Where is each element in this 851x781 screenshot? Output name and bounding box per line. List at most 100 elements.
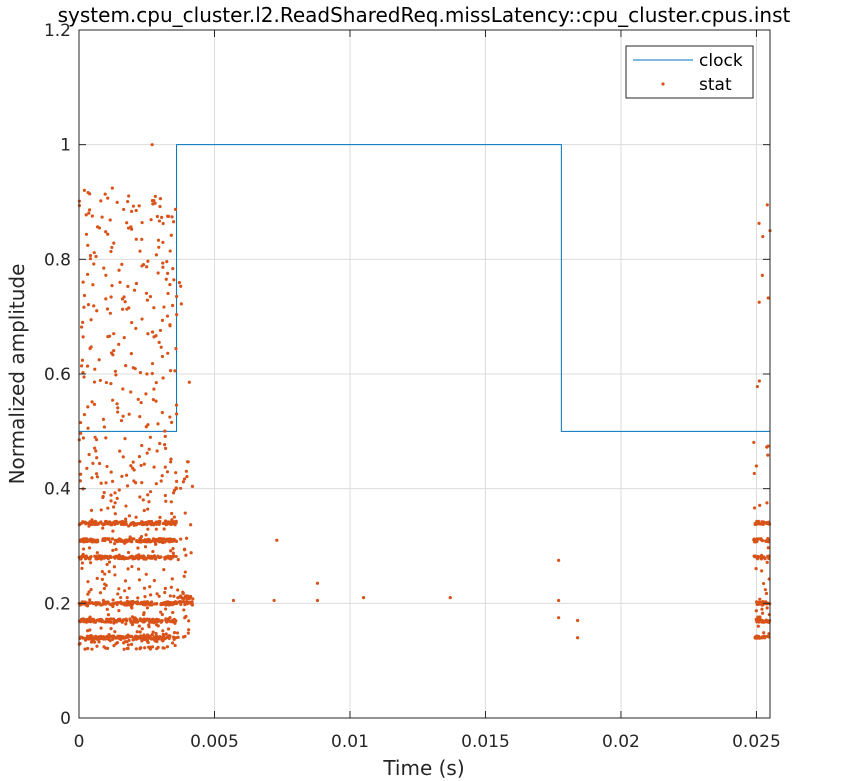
stat-point: [163, 586, 167, 590]
stat-point: [147, 500, 151, 504]
stat-point: [168, 520, 172, 524]
stat-point: [99, 626, 103, 630]
stat-point: [162, 527, 166, 531]
stat-point: [148, 634, 152, 638]
stat-point: [92, 251, 96, 255]
stat-point: [119, 521, 123, 526]
stat-point: [97, 461, 102, 466]
stat-point: [126, 550, 131, 555]
stat-point: [576, 618, 580, 623]
stat-point: [129, 390, 133, 394]
stat-point: [101, 494, 105, 499]
stat-point: [104, 297, 108, 301]
stat-point: [123, 541, 127, 545]
y-tick-label: 0.2: [44, 594, 71, 614]
stat-point: [757, 379, 761, 383]
stat-point: [107, 633, 111, 637]
stat-point: [191, 597, 195, 601]
stat-point: [81, 335, 85, 339]
stat-point: [88, 615, 92, 619]
stat-point: [150, 632, 154, 637]
stat-point: [107, 334, 112, 338]
stat-point: [752, 554, 757, 559]
stat-point: [95, 225, 100, 229]
stat-point: [138, 630, 142, 634]
stat-point: [102, 645, 106, 649]
stat-point: [154, 381, 158, 385]
stat-point: [168, 594, 172, 598]
stat-point: [171, 551, 175, 555]
stat-point: [94, 603, 98, 607]
stat-point: [142, 586, 147, 590]
stat-point: [155, 617, 159, 621]
stat-point: [182, 477, 187, 481]
stat-point: [99, 199, 103, 203]
stat-point: [79, 635, 84, 639]
stat-point: [176, 588, 180, 592]
stat-point: [137, 454, 142, 459]
stat-point: [764, 539, 768, 543]
stat-point: [181, 480, 185, 484]
stat-point: [95, 637, 99, 641]
stat-point: [86, 629, 90, 633]
stat-point: [154, 522, 159, 526]
stat-point: [118, 280, 122, 284]
stat-point: [140, 443, 144, 448]
stat-point: [122, 647, 126, 651]
stat-point: [145, 372, 149, 376]
stat-point: [118, 601, 122, 605]
stat-point: [132, 523, 136, 527]
stat-point: [108, 540, 113, 544]
stat-point: [165, 260, 169, 264]
stat-point: [126, 633, 130, 637]
stat-point: [187, 380, 191, 384]
stat-point: [127, 412, 131, 416]
stat-point: [171, 601, 175, 605]
stat-point: [138, 370, 143, 375]
stat-point: [112, 565, 116, 569]
stat-point: [154, 482, 158, 486]
stat-point: [119, 539, 123, 543]
stat-point: [86, 637, 91, 641]
stat-point: [88, 192, 92, 196]
stat-point: [113, 491, 117, 495]
stat-point: [130, 622, 135, 627]
stat-point: [761, 611, 765, 615]
stat-point: [103, 637, 108, 641]
stat-point: [361, 596, 366, 600]
stat-point: [172, 594, 176, 598]
stat-point: [164, 537, 169, 541]
stat-point: [756, 522, 761, 526]
stat-point: [82, 375, 86, 379]
stat-point: [112, 349, 116, 353]
stat-point: [150, 600, 154, 604]
stat-point: [148, 603, 152, 607]
legend-box: [625, 45, 754, 99]
stat-point: [89, 508, 94, 512]
stat-point: [146, 537, 150, 542]
stat-point: [85, 604, 90, 608]
stat-point: [761, 234, 765, 239]
stat-point: [173, 207, 178, 212]
stat-point: [161, 635, 165, 639]
stat-point: [111, 505, 116, 509]
stat-point: [79, 364, 84, 368]
stat-point: [139, 400, 143, 405]
stat-point: [128, 556, 132, 560]
stat-point: [130, 564, 134, 569]
stat-point: [188, 600, 192, 605]
stat-point: [113, 538, 117, 542]
stat-point: [766, 536, 770, 541]
stat-point: [104, 436, 108, 440]
stat-point: [77, 619, 82, 623]
stat-point: [99, 554, 103, 558]
stat-point: [86, 592, 90, 596]
legend-stat-label: stat: [699, 75, 732, 95]
stat-point: [90, 518, 94, 522]
stat-point: [118, 617, 122, 621]
stat-point: [89, 587, 93, 592]
stat-point: [175, 294, 179, 299]
stat-point: [161, 265, 165, 269]
stat-point: [151, 398, 155, 402]
stat-point: [134, 326, 138, 331]
